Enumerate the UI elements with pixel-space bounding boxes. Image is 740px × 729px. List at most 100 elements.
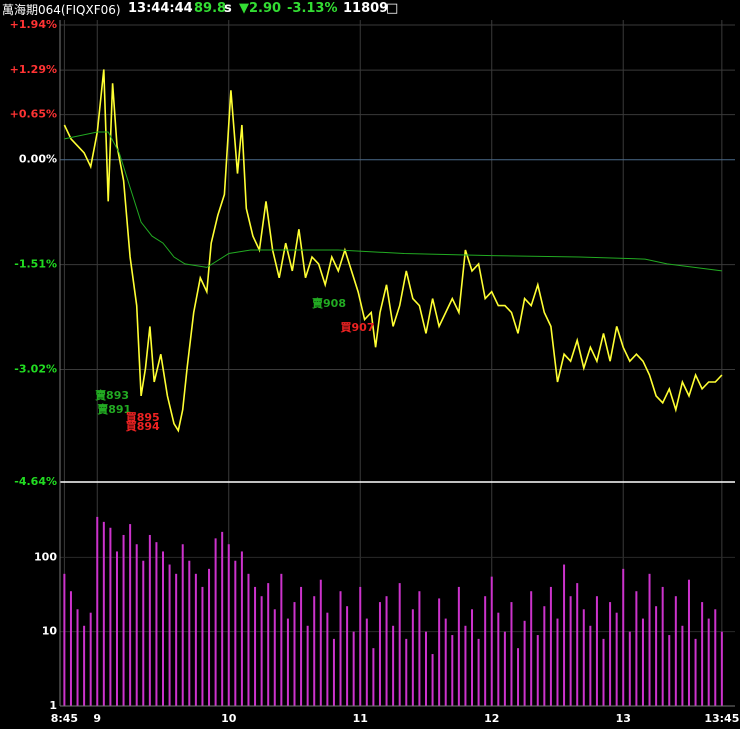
trade-annotation: 賣908 — [311, 296, 346, 310]
volume-bar — [720, 631, 723, 706]
volume-bar — [332, 638, 335, 706]
volume-bar — [635, 591, 638, 706]
volume-bar — [227, 544, 230, 706]
y-tick-label: 100 — [34, 550, 57, 563]
volume-bar — [655, 606, 658, 706]
volume-bar — [234, 560, 237, 706]
trade-annotation: 賣893 — [94, 388, 129, 402]
volume-bar — [530, 591, 533, 706]
volume-bar — [115, 551, 118, 706]
volume-bar — [365, 618, 368, 706]
volume-bar — [477, 638, 480, 706]
volume-bar — [668, 635, 671, 706]
volume-bar — [83, 625, 86, 706]
volume-bar — [346, 606, 349, 706]
volume-bar — [714, 609, 717, 706]
volume-bar — [188, 560, 191, 706]
trade-annotation: 買894 — [126, 420, 160, 433]
symbol: 萬海期064(FIQXF06) — [2, 3, 121, 17]
y-tick-label: +0.65% — [10, 108, 57, 121]
y-tick-label: 0.00% — [19, 153, 57, 166]
volume-bar — [471, 609, 474, 706]
volume-bar — [484, 596, 487, 706]
volume-bar — [372, 648, 375, 706]
volume-bar — [523, 620, 526, 706]
volume-bar — [214, 538, 217, 706]
volume-bar — [405, 638, 408, 706]
volume-bar — [589, 625, 592, 706]
volume-bar — [609, 602, 612, 706]
price-line — [64, 131, 722, 272]
volume-bar — [142, 560, 145, 706]
volume-bar — [326, 612, 329, 706]
volume-bar — [661, 586, 664, 706]
volume-bar — [162, 551, 165, 706]
change: ▼2.90 — [239, 1, 282, 16]
volume-bar — [622, 568, 625, 706]
volume-bar — [201, 586, 204, 706]
price: 89.8 — [194, 1, 227, 16]
header: 萬海期064(FIQXF06) 13:44:44 89.8 s ▼2.90 -3… — [0, 0, 740, 18]
volume-bar — [63, 573, 66, 706]
volume-bar — [582, 609, 585, 706]
x-tick-label: 8:45 — [51, 712, 78, 725]
volume-bar — [569, 596, 572, 706]
volume-bar — [563, 564, 566, 706]
volume-bar — [438, 598, 441, 706]
volume-bar — [543, 606, 546, 706]
volume-bar — [254, 586, 257, 706]
volume-bar — [221, 531, 224, 706]
volume-bar — [549, 586, 552, 706]
volume-bar — [701, 602, 704, 706]
volume-bar — [490, 576, 493, 706]
volume: 11809 — [343, 1, 389, 16]
volume-bar — [687, 579, 690, 706]
unit: s — [224, 1, 232, 16]
volume-bar — [148, 534, 151, 706]
volume-bar — [339, 591, 342, 706]
volume-bar — [168, 564, 171, 706]
change-pct: -3.13% — [287, 1, 338, 16]
volume-bar — [510, 602, 513, 706]
price-line — [63, 69, 723, 433]
x-tick-label: 10 — [221, 712, 237, 725]
volume-bar — [313, 596, 316, 706]
volume-bar — [240, 551, 243, 706]
volume-bar — [69, 591, 72, 706]
volume-bar — [602, 638, 605, 706]
volume-bar — [260, 596, 263, 706]
volume-bar — [411, 609, 414, 706]
volume-bar — [576, 583, 579, 706]
volume-bar — [517, 648, 520, 706]
volume-bar — [628, 631, 631, 706]
volume-bar — [129, 524, 132, 706]
x-tick-label: 12 — [484, 712, 499, 725]
volume-bar — [398, 583, 401, 706]
y-tick-label: +1.29% — [10, 63, 57, 76]
volume-bar — [273, 609, 276, 706]
volume-bar — [385, 596, 388, 706]
volume-bar — [102, 521, 105, 706]
volume-bar — [359, 586, 362, 706]
volume-bar — [280, 573, 283, 706]
volume-bar — [681, 625, 684, 706]
flag: □ — [386, 1, 399, 16]
volume-bar — [89, 612, 92, 706]
x-tick-label: 11 — [353, 712, 368, 725]
volume-bar — [247, 573, 250, 706]
volume-bar — [418, 591, 421, 706]
volume-bar — [122, 534, 125, 706]
y-tick-label: 10 — [42, 625, 58, 638]
volume-bar — [595, 596, 598, 706]
volume-bar — [135, 544, 138, 706]
volume-bar — [503, 631, 506, 706]
volume-bar — [181, 544, 184, 706]
trade-annotation: 買895 — [126, 411, 160, 424]
volume-bar — [352, 631, 355, 706]
volume-bar — [424, 631, 427, 706]
volume-bar — [556, 618, 559, 706]
trade-annotation: 賣891 — [96, 402, 131, 416]
volume-bar — [208, 568, 211, 706]
y-tick-label: -1.51% — [14, 258, 57, 271]
